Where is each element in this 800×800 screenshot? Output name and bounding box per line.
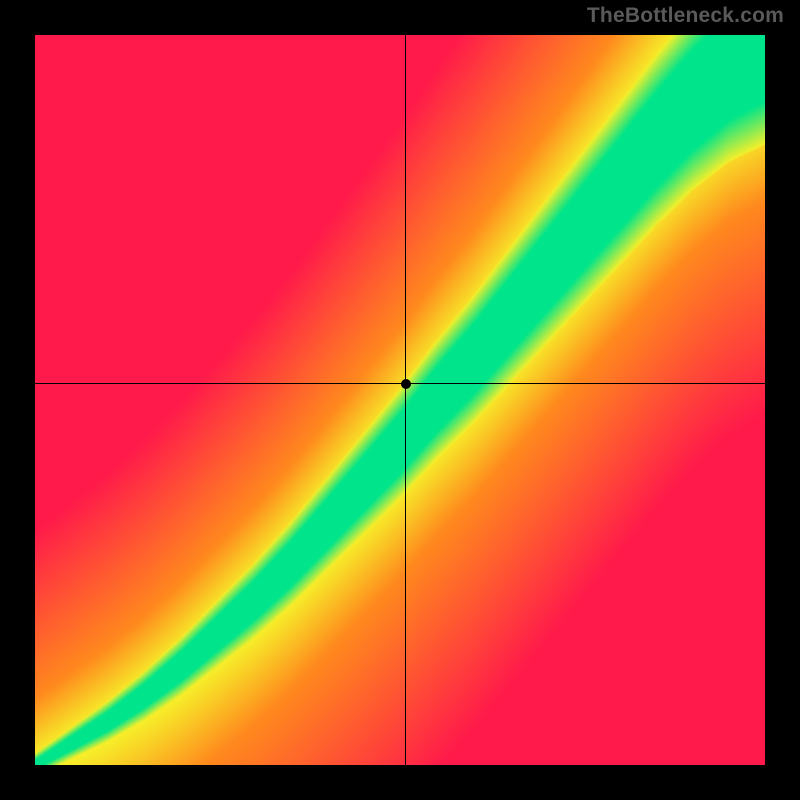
heatmap-plot [35, 35, 765, 765]
heatmap-canvas [35, 35, 765, 765]
crosshair-marker [401, 379, 411, 389]
crosshair-vertical [405, 35, 406, 765]
attribution-text: TheBottleneck.com [587, 4, 784, 28]
